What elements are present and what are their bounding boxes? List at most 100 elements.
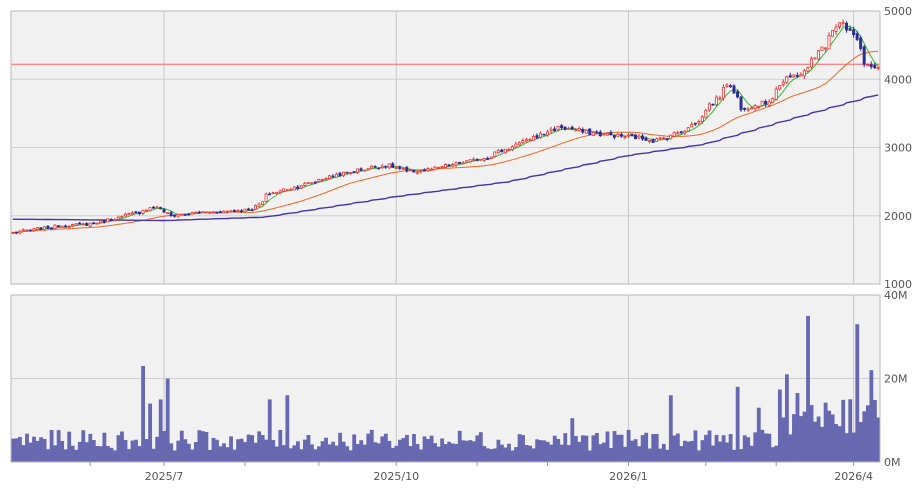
volume-bar	[728, 434, 733, 462]
candle-body	[155, 206, 159, 209]
candle-body	[739, 96, 743, 111]
volume-bar	[788, 434, 793, 462]
candle	[313, 181, 317, 185]
volume-bar	[436, 446, 441, 462]
candle	[859, 35, 863, 51]
candle	[14, 231, 18, 235]
candle	[792, 74, 796, 78]
candle-body	[299, 185, 303, 189]
candle-body	[18, 230, 22, 234]
volume-bar	[288, 448, 293, 462]
candle-body	[595, 131, 599, 134]
volume-bar	[102, 432, 107, 462]
candle-body	[201, 211, 205, 214]
candle	[577, 126, 581, 132]
volume-bar	[658, 448, 663, 462]
volume-bar	[130, 440, 135, 462]
candle-body	[771, 98, 775, 103]
candle-body	[88, 222, 92, 227]
volume-bar	[749, 445, 754, 462]
candle-body	[246, 208, 250, 211]
candle	[426, 167, 430, 172]
volume-bar	[67, 431, 72, 462]
candle	[535, 133, 539, 139]
candle	[113, 218, 117, 222]
volume-bar	[295, 441, 300, 462]
volume-bar	[457, 430, 462, 462]
candle-body	[127, 213, 131, 215]
volume-bar	[426, 438, 430, 462]
candle-body	[809, 58, 813, 68]
price-panel-border	[10, 10, 881, 285]
candle-body	[60, 225, 64, 228]
volume-bar	[46, 449, 51, 462]
candle	[352, 170, 356, 174]
volume-bar	[679, 446, 684, 462]
candle-body	[331, 175, 335, 178]
candle	[222, 210, 226, 214]
volume-bar	[373, 442, 378, 462]
candle-body	[834, 26, 838, 32]
candle	[123, 213, 127, 217]
candle	[482, 157, 486, 163]
candle-body	[102, 220, 106, 223]
volume-bar	[408, 446, 413, 462]
candle-body	[49, 227, 53, 230]
candle	[795, 72, 799, 78]
candle	[605, 132, 609, 136]
candle-body	[641, 135, 645, 140]
volume-bar	[837, 426, 842, 462]
candle-body	[349, 172, 352, 174]
candle-body	[767, 101, 771, 106]
volume-bar	[767, 433, 772, 462]
candle-body	[99, 220, 103, 223]
volume-bar	[802, 411, 807, 462]
candle	[338, 171, 342, 178]
volume-bar	[792, 414, 796, 462]
candle	[785, 76, 789, 84]
volume-bar	[777, 389, 782, 462]
volume-bar	[53, 445, 58, 462]
candle-body	[254, 205, 258, 210]
candle	[834, 24, 838, 36]
volume-bar	[806, 315, 810, 462]
candle-body	[683, 130, 687, 134]
candle-body	[130, 212, 134, 215]
candle	[127, 212, 131, 215]
volume-bar	[510, 450, 515, 462]
candle	[331, 173, 335, 178]
volume-bar	[369, 429, 374, 462]
candle-body	[306, 182, 310, 184]
candle-body	[401, 168, 405, 170]
volume-bar	[654, 433, 659, 462]
volume-bar	[120, 431, 124, 462]
candle-body	[553, 128, 557, 132]
volume-bar	[123, 439, 128, 462]
volume-bar	[869, 370, 874, 462]
candle	[303, 181, 307, 187]
candle-body	[795, 74, 799, 77]
candle-body	[806, 67, 810, 72]
candle-body	[429, 168, 433, 171]
volume-bar	[858, 422, 863, 462]
candle	[25, 229, 29, 232]
candle	[278, 189, 282, 195]
price-tick-label: 1000	[884, 278, 912, 291]
volume-bar	[756, 407, 761, 462]
candle-body	[458, 161, 462, 164]
candle	[408, 169, 412, 172]
candle-body	[658, 137, 662, 140]
candle-body	[144, 209, 148, 212]
candle	[106, 218, 110, 223]
candle-body	[753, 105, 757, 110]
volume-bar	[211, 437, 216, 462]
volume-bar	[693, 430, 698, 462]
price-tick-label: 5000	[884, 5, 912, 18]
candle	[250, 208, 254, 212]
candle-body	[788, 75, 792, 78]
volume-bar	[155, 436, 160, 462]
volume-bar	[172, 450, 177, 462]
candle-body	[743, 107, 747, 110]
candle-body	[341, 171, 345, 177]
volume-bar	[179, 430, 184, 462]
